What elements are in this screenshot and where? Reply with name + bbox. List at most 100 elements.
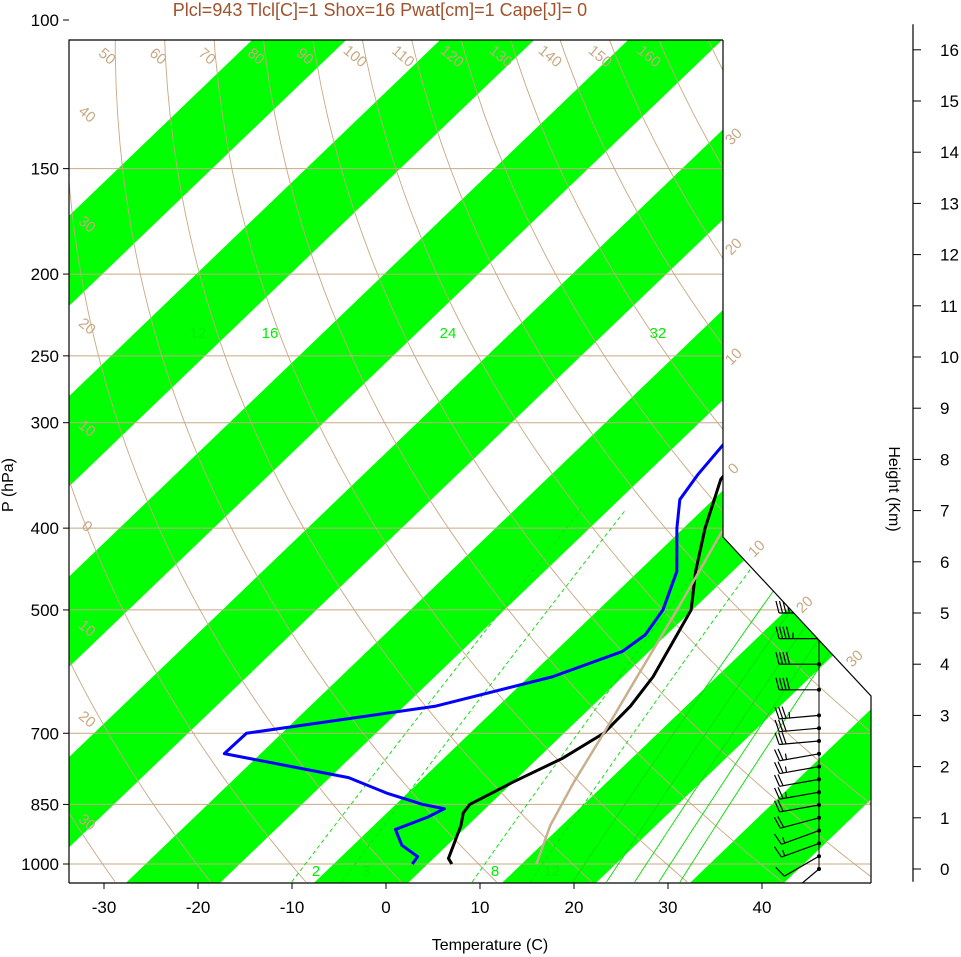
wind-barb-dot [817,380,821,385]
height-tick-label: 12 [940,246,959,265]
dry-adiabat-label: 140 [535,42,565,71]
height-tick-label: 11 [940,297,958,316]
wind-barb-feather [775,652,780,665]
dry-adiabat [406,40,871,883]
height-tick-label: 8 [940,450,949,469]
height-axis-label: Height (Km) [885,446,902,531]
wind-barb-feather [785,575,791,588]
wind-barb-dot [817,841,821,846]
mixing-ratio-line [529,509,795,883]
wind-barb-dot [817,713,821,718]
wind-barb [774,117,821,131]
height-tick-label: 16 [940,41,959,60]
wind-barb [774,719,821,733]
wind-barb-feather [778,245,784,258]
wind-barb-feather [774,143,780,156]
p-tick-label: 300 [31,414,59,433]
wind-barb-dot [817,726,821,731]
wind-barb-feather [781,706,787,719]
wind-barb [774,706,821,720]
isotherm-label: 30 [843,647,867,671]
wind-barb [774,66,821,80]
wind-barb-feather [774,706,780,720]
wind-barb-feather [782,652,787,665]
wind-barb-dot [817,611,821,615]
wind-barb-feather [782,626,787,639]
wind-barb-dot [817,47,821,52]
isotherm-band [69,40,764,883]
wind-barb [778,476,821,490]
wind-barb [774,142,821,157]
isotherm-band [69,40,871,883]
wind-barb-staff [779,126,820,131]
wind-barb [774,222,821,237]
mixing-ratio-line [572,509,832,883]
wind-barb [774,731,821,746]
wind-barb-feather [781,91,787,105]
mixing-ratio-label: 2 [312,863,320,880]
wind-barb-staff [779,458,820,464]
wind-barb-feather [778,66,784,79]
x-tick-label: 30 [659,898,678,917]
wind-barb-dot [817,687,821,692]
wind-barb-feather [774,553,780,566]
wind-barb-dot [817,764,821,769]
axes: -30 -20 -10 0 10 20 30 401001502002503004005007… [21,11,959,917]
wind-barb-feather [780,296,786,309]
wind-barb [785,867,821,895]
p-tick-label: 250 [31,347,59,366]
wind-barb-dot [817,559,821,564]
height-tick-label: 1 [940,809,949,828]
wind-barb-dot [817,278,821,283]
wind-barb [778,194,821,208]
y-axis-label: P (hPa) [0,458,17,512]
wind-barb-dot [817,854,821,859]
wind-barb-half-feather [784,456,786,463]
wind-barb-staff [779,535,820,541]
height-tick-label: 14 [940,143,959,162]
wind-barb-feather [778,677,784,690]
mixing-ratio-label: 32 [650,325,667,342]
wind-barb-pennant [778,476,785,489]
wind-barb-feather [781,731,787,745]
wind-barb [774,526,821,541]
plot-area [69,40,871,895]
p-tick-label: 150 [31,160,59,179]
wind-barb-feather [777,786,784,799]
wind-barb-pennant [778,194,785,207]
wind-barb-feather [781,527,787,540]
dry-adiabat [69,40,307,883]
wind-barb [778,322,821,336]
wind-barb-half-feather [785,890,789,895]
height-tick-label: 15 [940,92,959,111]
height-tick-label: 3 [940,706,949,725]
wind-barb [774,552,821,566]
mixing-ratio-line [291,509,582,883]
wind-barb [773,828,821,845]
wind-barb-staff [779,356,820,362]
wind-barb-dot [817,803,821,807]
wind-barb-pennant [778,322,785,335]
wind-barb [774,748,821,762]
wind-barb-feather [782,600,787,614]
wind-barb-feather [773,833,782,845]
wind-barb-pennant [778,348,785,361]
wind-barb-dot [817,201,821,206]
wind-barb-feather [778,626,784,639]
wind-barb-staff [779,151,820,157]
p-tick-label: 700 [31,724,59,743]
wind-barb-feather [774,749,781,761]
wind-barb-staff [779,49,820,54]
wind-barb-dot [817,252,821,257]
wind-barb-feather [775,575,780,588]
dry-adiabat [504,40,871,883]
wind-barb-staff [779,778,820,787]
wind-barb-feather [775,600,780,614]
p-tick-label: 200 [31,265,59,284]
wind-barb-half-feather [788,711,791,719]
wind-barb-staff [780,817,820,829]
isotherm-label: 0 [725,460,743,478]
dry-adiabat-label: 0 [78,517,95,535]
wind-barb-dot [817,406,821,411]
wind-barb-feather [778,575,784,588]
